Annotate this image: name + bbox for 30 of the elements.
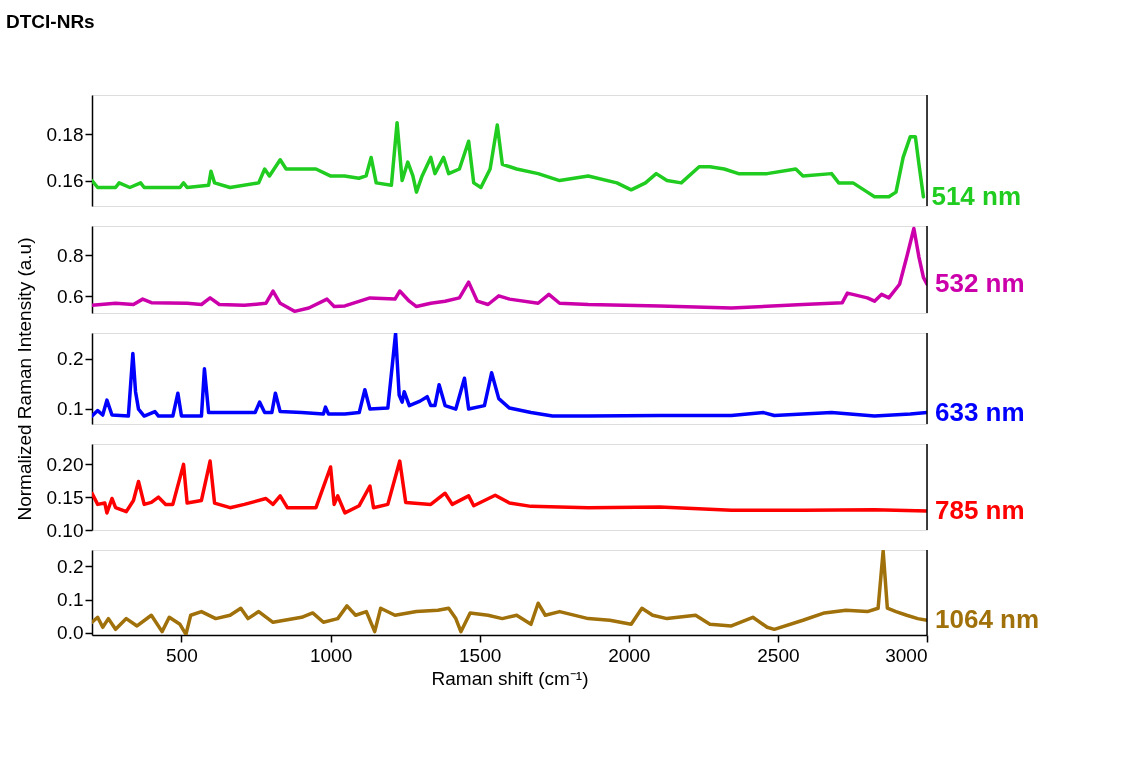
series-label: 514 nm: [931, 180, 1022, 211]
x-tick-label: 3000: [885, 644, 928, 666]
series-label: 633 nm: [935, 396, 1025, 427]
y-tick-label: 0.8: [57, 244, 84, 266]
series-label: 1064 nm: [935, 604, 1040, 635]
series-label: 532 nm: [935, 268, 1025, 299]
y-tick-label: 0.6: [57, 285, 84, 307]
line-series: [92, 121, 926, 199]
x-tick-label: 2500: [757, 644, 800, 666]
y-tick-label: 0.20: [46, 453, 84, 475]
y-tick-label: 0.18: [46, 123, 84, 145]
x-tick-label: 1500: [459, 644, 502, 666]
y-tick-label: 0.10: [46, 519, 84, 541]
y-tick-label: 0.1: [57, 589, 84, 611]
y-axis-title: Normalized Raman Intensity (a.u): [14, 237, 36, 521]
x-tick-label: 500: [166, 644, 198, 666]
chart-title: DTCI-NRs: [6, 11, 95, 33]
y-tick-label: 0.2: [57, 555, 84, 577]
y-tick-label: 0.0: [57, 622, 84, 644]
x-axis-title: Raman shift (cm⁻¹): [431, 667, 589, 689]
x-tick-label: 1000: [309, 644, 353, 666]
y-tick-label: 0.15: [46, 486, 84, 508]
line-series: [92, 333, 927, 418]
x-tick-label: 2000: [608, 644, 651, 666]
y-tick-label: 0.16: [46, 170, 84, 192]
series-label: 785 nm: [935, 494, 1025, 525]
y-tick-label: 0.2: [57, 348, 84, 370]
y-tick-label: 0.1: [57, 398, 84, 420]
line-series: [92, 226, 927, 313]
line-series: [92, 459, 927, 515]
